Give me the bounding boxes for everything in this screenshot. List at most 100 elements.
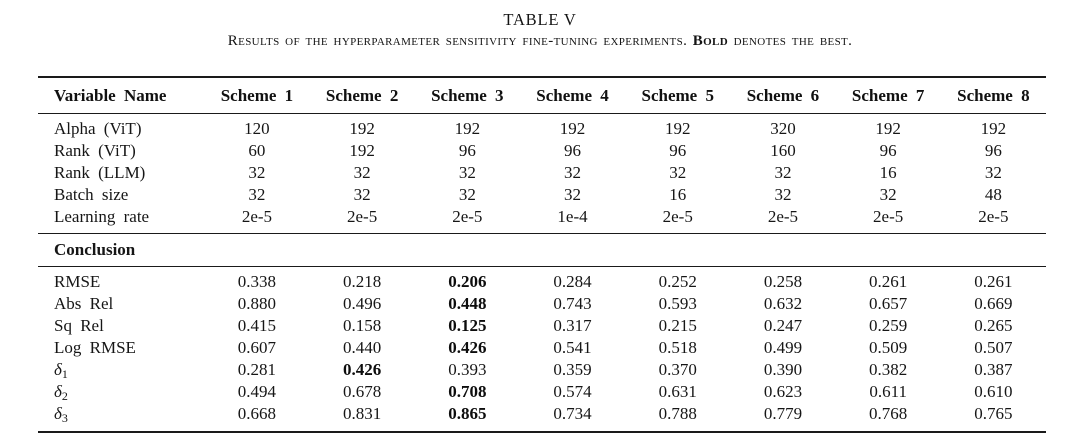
- value-cell: 96: [984, 141, 1002, 160]
- value-cell: 0.499: [763, 338, 803, 357]
- value-cell: 0.448: [448, 294, 487, 313]
- value-cell: 32: [353, 163, 371, 182]
- value-cell: 0.158: [343, 316, 382, 335]
- value-cell: 0.593: [658, 294, 697, 313]
- table-row: Abs Rel 0.880 0.496 0.448 0.743 0.593 0.632 0.6…: [38, 293, 1046, 315]
- table-row: δ2 0.494 0.678 0.708 0.574 0.631 0.623 0.611 0.6…: [38, 381, 1046, 403]
- value-cell: 0.393: [448, 360, 487, 379]
- value-cell: 1e-4: [557, 207, 588, 226]
- column-header-scheme-7: Scheme 7: [851, 85, 925, 105]
- value-cell: 2e-5: [767, 207, 799, 226]
- value-cell: 0.259: [869, 316, 908, 335]
- table-row: δ1 0.281 0.426 0.393 0.359 0.370 0.390 0.382 0.3…: [38, 359, 1046, 381]
- value-cell: 0.370: [658, 360, 697, 379]
- value-cell: 0.494: [237, 382, 277, 401]
- value-cell: 0.611: [869, 382, 907, 401]
- row-label: Rank (ViT): [54, 141, 136, 160]
- value-cell: 0.382: [869, 360, 908, 379]
- value-cell: 192: [349, 141, 375, 160]
- table-row: Sq Rel 0.415 0.158 0.125 0.317 0.215 0.247 0.25…: [38, 315, 1046, 337]
- value-cell: 0.317: [553, 316, 592, 335]
- value-cell: 0.496: [343, 294, 382, 313]
- value-cell: 192: [454, 119, 481, 138]
- value-cell: 0.865: [448, 404, 487, 423]
- value-cell: 0.247: [763, 316, 803, 335]
- row-label: Learning rate: [54, 207, 150, 226]
- value-cell: 192: [664, 119, 691, 138]
- table-number-title: TABLE V: [503, 10, 577, 29]
- value-cell: 0.574: [553, 382, 592, 401]
- value-cell: 0.743: [553, 294, 592, 313]
- value-cell: 0.880: [237, 294, 277, 313]
- value-cell: 120: [244, 119, 270, 138]
- row-label: δ3: [38, 403, 204, 432]
- value-cell: 0.359: [553, 360, 592, 379]
- delta-symbol: δ: [54, 360, 62, 379]
- row-label: Rank (LLM): [54, 163, 146, 182]
- hyperparams-body: Alpha (ViT) 120 192 192 192 192 320 192 192 Rank …: [38, 114, 1046, 234]
- value-cell: 192: [349, 119, 375, 138]
- value-cell: 0.426: [343, 360, 382, 379]
- value-cell: 96: [458, 141, 476, 160]
- value-cell: 160: [770, 141, 796, 160]
- value-cell: 0.678: [343, 382, 382, 401]
- row-label: Batch size: [54, 185, 129, 204]
- value-cell: 32: [564, 163, 582, 182]
- value-cell: 0.632: [763, 294, 803, 313]
- table-row: Rank (LLM) 32 32 32 32 32 32 16 32: [38, 162, 1046, 184]
- row-label: Sq Rel: [54, 316, 104, 335]
- value-cell: 16: [669, 185, 687, 204]
- value-cell: 192: [980, 119, 1007, 138]
- section-header-label: Conclusion: [54, 240, 136, 259]
- table-caption: Results of the hyperparameter sensitivit…: [0, 33, 1080, 50]
- value-cell: 2e-5: [978, 207, 1009, 226]
- table-row: RMSE 0.338 0.218 0.206 0.284 0.252 0.258 0.261 0…: [38, 267, 1046, 294]
- value-cell: 32: [353, 185, 371, 204]
- value-cell: 0.607: [237, 338, 277, 357]
- value-cell: 0.387: [974, 360, 1013, 379]
- column-header-scheme-6: Scheme 6: [746, 85, 820, 105]
- value-cell: 32: [669, 163, 687, 182]
- value-cell: 0.206: [448, 272, 487, 291]
- delta-subscript: 1: [61, 367, 68, 381]
- row-label: Alpha (ViT): [54, 119, 142, 138]
- delta-symbol: δ: [54, 404, 62, 423]
- row-label: Abs Rel: [54, 294, 114, 313]
- value-cell: 2e-5: [452, 207, 483, 226]
- value-cell: 32: [984, 163, 1002, 182]
- table-row: Alpha (ViT) 120 192 192 192 192 320 192 192: [38, 114, 1046, 141]
- value-cell: 96: [879, 141, 897, 160]
- value-cell: 192: [875, 119, 901, 138]
- row-label: δ1: [38, 359, 204, 381]
- row-label: RMSE: [54, 272, 101, 291]
- table-row: Rank (ViT) 60 192 96 96 96 160 96 96: [38, 140, 1046, 162]
- value-cell: 96: [669, 141, 687, 160]
- value-cell: 32: [248, 163, 266, 182]
- value-cell: 32: [458, 163, 476, 182]
- value-cell: 0.657: [869, 294, 908, 313]
- value-cell: 0.252: [658, 272, 697, 291]
- table-row: Learning rate 2e-5 2e-5 2e-5 1e-4 2e-5 2e-5 2e-…: [38, 206, 1046, 234]
- value-cell: 0.610: [974, 382, 1013, 401]
- value-cell: 60: [248, 141, 266, 160]
- value-cell: 0.541: [553, 338, 592, 357]
- value-cell: 192: [559, 119, 586, 138]
- column-header-scheme-3: Scheme 3: [431, 85, 504, 105]
- value-cell: 0.125: [448, 316, 487, 335]
- value-cell: 2e-5: [662, 207, 693, 226]
- caption-prefix: Results of the hyperparameter sensitivit…: [227, 33, 693, 49]
- table-row: Batch size 32 32 32 32 16 32 32 48: [38, 184, 1046, 206]
- value-cell: 48: [984, 185, 1002, 204]
- value-cell: 0.390: [763, 360, 803, 379]
- value-cell: 0.734: [553, 404, 592, 423]
- metrics-body: RMSE 0.338 0.218 0.206 0.284 0.252 0.258 0.261 0…: [38, 267, 1046, 433]
- results-table: Variable Name Scheme 1 Scheme 2 Scheme 3 Sch…: [38, 76, 1046, 433]
- value-cell: 0.284: [553, 272, 592, 291]
- value-cell: 96: [564, 141, 582, 160]
- value-cell: 16: [879, 163, 897, 182]
- value-cell: 0.281: [237, 360, 277, 379]
- delta-symbol: δ: [54, 382, 62, 401]
- column-header-variable-name: Variable Name: [54, 85, 167, 105]
- value-cell: 0.831: [343, 404, 382, 423]
